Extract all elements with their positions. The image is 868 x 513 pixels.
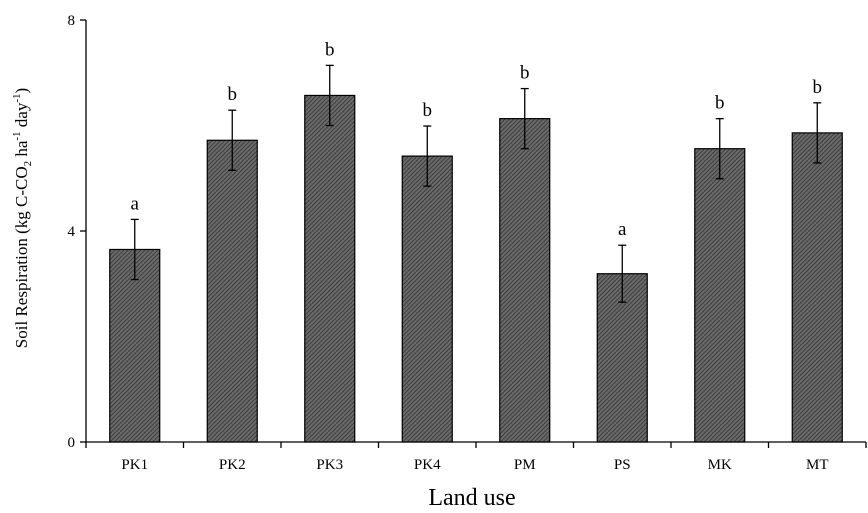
bar: [499, 118, 551, 443]
category-label: PM: [514, 457, 536, 473]
x-axis-label: Land use: [428, 485, 515, 511]
y-axis-label-sup2: -1: [11, 93, 23, 102]
significance-label: a: [131, 193, 140, 214]
y-tick-label: 8: [68, 13, 76, 29]
significance-label: b: [715, 93, 725, 114]
y-axis-label-prefix: Soil Respiration (kg C-CO: [12, 166, 31, 348]
significance-label: b: [325, 39, 335, 60]
y-tick-label: 0: [68, 435, 76, 451]
y-tick-label: 4: [68, 224, 76, 240]
y-axis-label-sup1: -1: [11, 131, 23, 140]
bars: [109, 64, 843, 443]
y-axis-label-sub: 2: [22, 161, 34, 167]
significance-label: b: [228, 84, 238, 105]
y-axis-label-mid1: ha: [12, 140, 31, 161]
bar: [304, 94, 356, 443]
significance-label: b: [520, 63, 530, 84]
category-label: PK2: [219, 457, 246, 473]
category-label: PK3: [316, 457, 343, 473]
significance-label: a: [618, 219, 627, 240]
bar: [206, 139, 258, 443]
category-label: MK: [708, 457, 732, 473]
y-axis-label-mid2: day: [12, 102, 31, 131]
category-label: PS: [614, 457, 631, 473]
axes: 0 4 8: [68, 13, 867, 451]
bar: [401, 155, 453, 443]
category-label: MT: [806, 457, 829, 473]
significance-label: b: [423, 100, 433, 121]
bar: [791, 132, 843, 443]
significance-label: b: [813, 77, 823, 98]
category-label: PK4: [414, 457, 441, 473]
bar: [109, 248, 161, 443]
labels: a PK1 b PK2 b PK3 b PK4 b PM a PS b MK b MT: [121, 39, 828, 473]
bar: [694, 148, 746, 443]
y-axis-label: Soil Respiration (kg C-CO2 ha-1 day-1): [11, 88, 34, 348]
y-axis-label-suffix: ): [12, 88, 31, 94]
category-label: PK1: [121, 457, 148, 473]
